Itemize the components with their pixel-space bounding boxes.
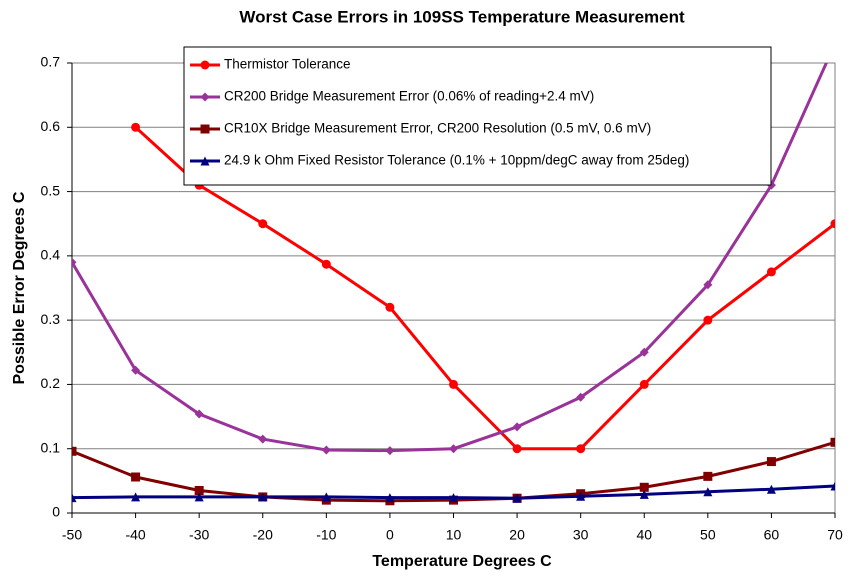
marker [321, 492, 331, 502]
marker [131, 472, 141, 482]
y-tick-label: 0.1 [41, 439, 61, 455]
marker [321, 259, 331, 269]
x-tick-label: 40 [636, 527, 652, 543]
marker [766, 267, 776, 277]
legend-label: Thermistor Tolerance [224, 57, 351, 72]
marker [703, 471, 713, 481]
marker [766, 457, 776, 467]
y-tick-label: 0 [52, 504, 60, 520]
marker [321, 445, 331, 455]
marker [258, 219, 268, 229]
x-axis-label: Temperature Degrees C [372, 553, 552, 570]
legend-label: CR10X Bridge Measurement Error, CR200 Re… [224, 121, 651, 136]
marker [576, 444, 586, 454]
marker [831, 39, 840, 48]
marker [639, 482, 649, 492]
marker [131, 492, 141, 502]
y-tick-label: 0.3 [41, 311, 61, 327]
marker [639, 489, 649, 499]
marker [194, 492, 204, 502]
marker [830, 437, 835, 447]
marker [830, 219, 835, 229]
y-tick-label: 0.2 [41, 375, 61, 391]
marker [385, 446, 395, 456]
marker [385, 302, 395, 312]
marker [703, 487, 713, 497]
marker [512, 444, 522, 454]
marker [830, 481, 835, 491]
legend-label: CR200 Bridge Measurement Error (0.06% of… [224, 89, 594, 104]
marker [703, 315, 713, 325]
marker [131, 122, 141, 132]
series-line [134, 126, 835, 451]
x-tick-label: 30 [573, 527, 589, 543]
x-tick-label: 20 [509, 527, 525, 543]
x-tick-label: -20 [253, 527, 273, 543]
x-tick-label: 60 [764, 527, 780, 543]
marker [72, 493, 77, 503]
marker [766, 484, 776, 494]
marker [512, 493, 522, 503]
y-tick-label: 0.4 [41, 247, 61, 263]
marker [449, 493, 458, 503]
y-tick-label: 0.7 [41, 54, 61, 70]
marker [258, 492, 268, 502]
legend-label: 24.9 k Ohm Fixed Resistor Tolerance (0.1… [224, 153, 689, 168]
marker [385, 493, 395, 503]
x-tick-label: -40 [125, 527, 145, 543]
marker [194, 409, 204, 419]
marker [194, 486, 204, 495]
y-tick-label: 0.6 [41, 118, 61, 134]
x-tick-label: -30 [189, 527, 209, 543]
x-tick-label: 10 [446, 527, 462, 543]
marker [200, 92, 210, 102]
marker [449, 444, 458, 454]
x-tick-label: 50 [700, 527, 716, 543]
y-tick-label: 0.5 [41, 182, 61, 198]
marker [639, 347, 649, 357]
x-tick-label: -10 [316, 527, 336, 543]
marker [72, 446, 77, 456]
x-tick-label: -50 [62, 527, 82, 543]
plot-content [72, 39, 840, 506]
x-tick-label: 70 [827, 527, 843, 543]
marker [576, 491, 586, 501]
marker [200, 156, 210, 166]
marker [639, 379, 649, 389]
marker [258, 434, 268, 444]
x-tick-label: 0 [386, 527, 394, 543]
marker [512, 422, 522, 432]
marker [131, 365, 141, 375]
y-axis-label: Possible Error Degrees C [11, 191, 28, 384]
chart-title: Worst Case Errors in 109SS Temperature M… [239, 7, 685, 26]
marker [200, 60, 210, 70]
marker [576, 392, 586, 402]
marker [703, 280, 713, 290]
marker [449, 379, 458, 389]
legend-box [183, 46, 772, 186]
marker [72, 257, 77, 267]
marker [200, 124, 210, 134]
